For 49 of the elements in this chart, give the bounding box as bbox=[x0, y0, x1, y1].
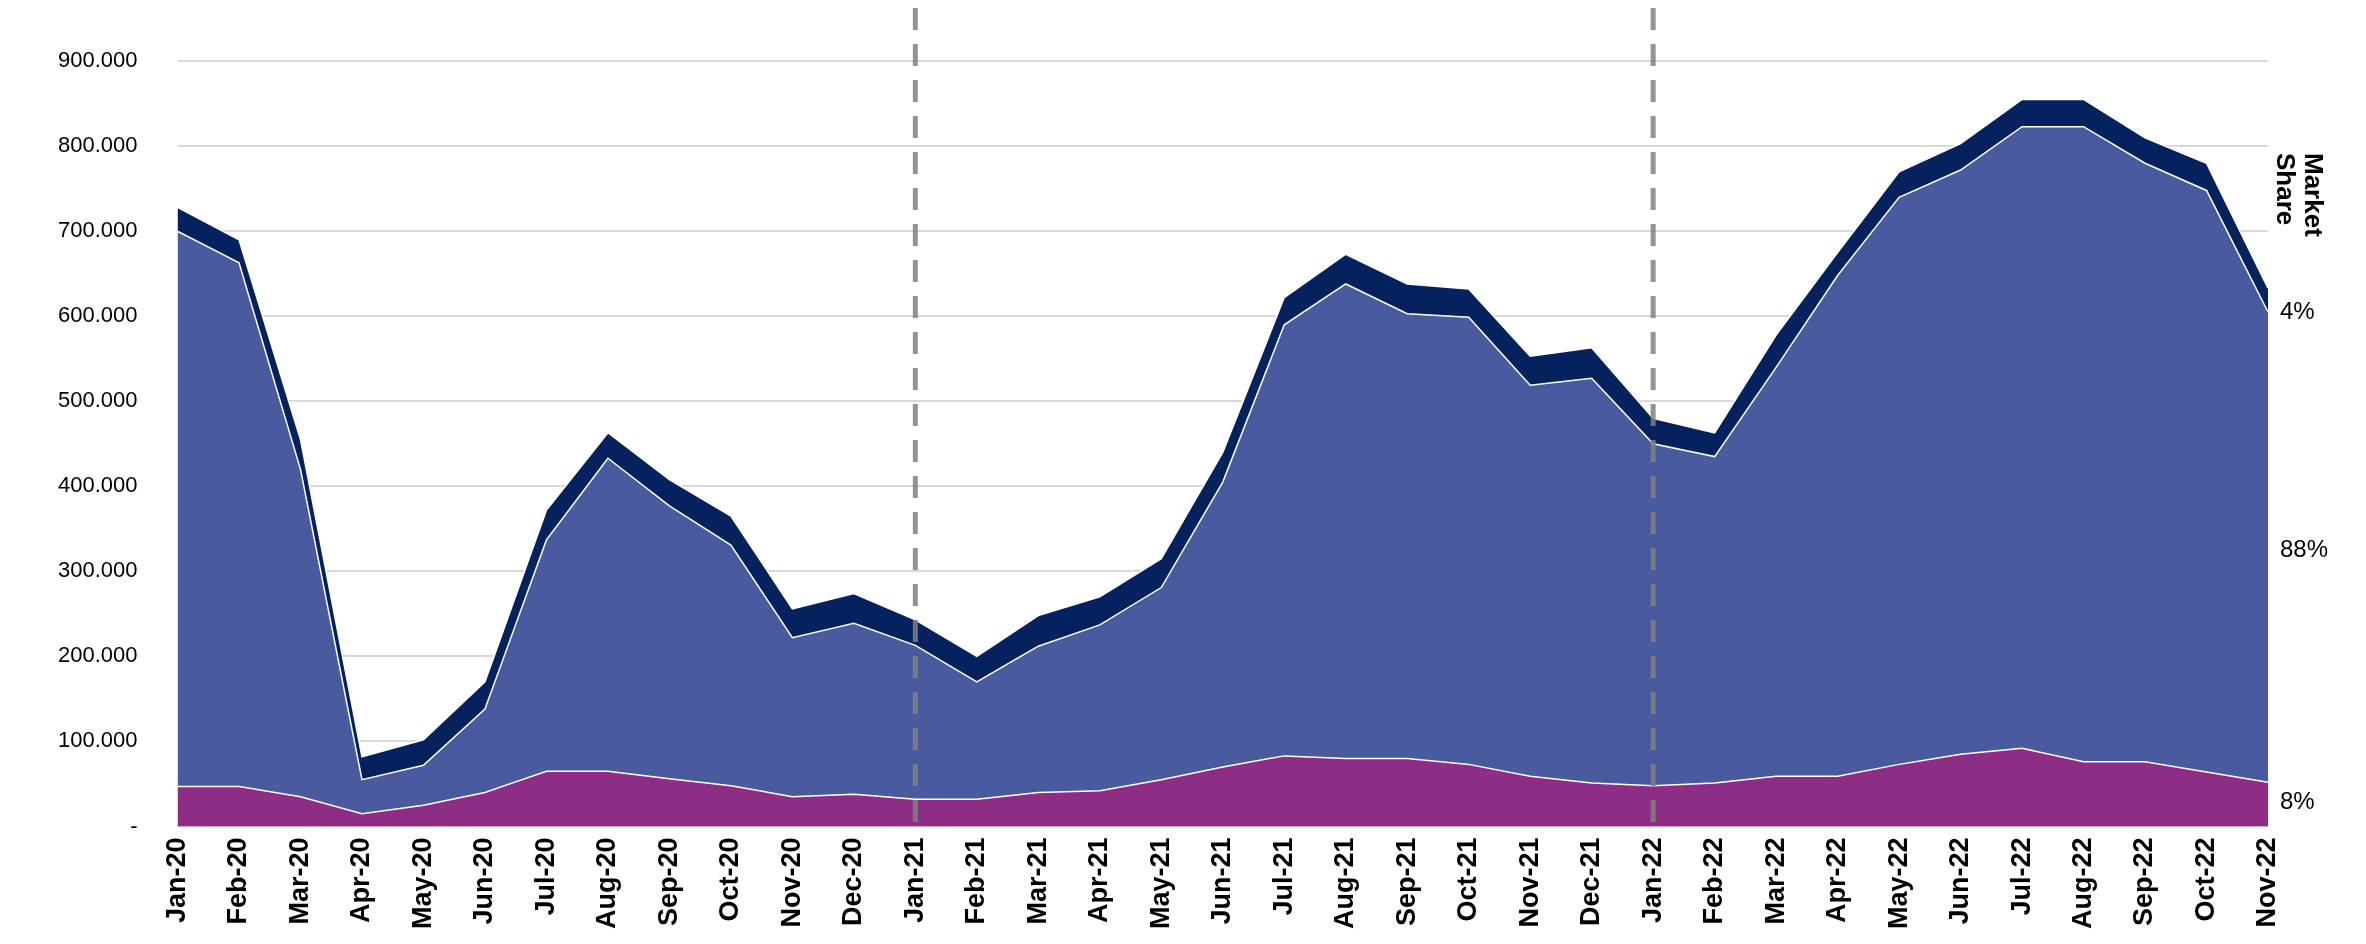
x-tick-label: Nov-20 bbox=[775, 837, 806, 928]
y-tick-label: 800.000 bbox=[57, 132, 138, 158]
x-tick-label: Apr-20 bbox=[345, 837, 376, 923]
x-tick-label: Nov-21 bbox=[1513, 837, 1544, 928]
x-tick-label: May-21 bbox=[1144, 837, 1175, 929]
x-tick-label: Jul-22 bbox=[2005, 837, 2036, 916]
x-tick-label: Nov-22 bbox=[2251, 837, 2282, 928]
x-tick-label: Oct-22 bbox=[2189, 837, 2220, 922]
x-tick-label: Aug-21 bbox=[1329, 837, 1360, 929]
x-tick-label: Dec-21 bbox=[1575, 837, 1606, 927]
y-tick-label: 300.000 bbox=[57, 557, 138, 583]
text: Market Share bbox=[2270, 153, 2329, 238]
x-tick-label: May-22 bbox=[1882, 837, 1913, 929]
y-tick-label: 600.000 bbox=[57, 302, 138, 328]
y-tick-label: 100.000 bbox=[57, 727, 138, 753]
annotation: 88% bbox=[2280, 534, 2329, 562]
x-tick-label: Feb-21 bbox=[960, 837, 991, 925]
x-tick-label: Mar-21 bbox=[1021, 837, 1052, 925]
x-tick-label: Dec-20 bbox=[837, 837, 868, 927]
x-tick-label: Oct-21 bbox=[1452, 837, 1483, 922]
y-tick-label: 500.000 bbox=[57, 387, 138, 413]
x-tick-label: Oct-20 bbox=[714, 837, 745, 922]
x-tick-label: Apr-21 bbox=[1083, 837, 1114, 923]
x-tick-label: Jun-22 bbox=[1944, 837, 1975, 925]
x-tick-label: Sep-21 bbox=[1390, 837, 1421, 926]
y-tick-label: 400.000 bbox=[57, 472, 138, 498]
x-tick-label: Jan-20 bbox=[160, 837, 191, 924]
x-tick-label: Mar-22 bbox=[1759, 837, 1790, 925]
x-tick-label: Mar-20 bbox=[283, 837, 314, 925]
x-tick-label: Feb-22 bbox=[1698, 837, 1729, 925]
x-tick-label: Aug-22 bbox=[2067, 837, 2097, 929]
y-tick-label: 700.000 bbox=[57, 217, 138, 243]
annotation: 4% bbox=[2280, 296, 2315, 324]
x-tick-label: Jun-21 bbox=[1206, 837, 1237, 925]
x-tick-label: Sep-20 bbox=[652, 837, 683, 926]
y-tick-label: 200.000 bbox=[57, 642, 138, 668]
annotation: 8% bbox=[2280, 787, 2315, 815]
x-tick-label: Jul-20 bbox=[529, 837, 560, 916]
x-tick-label: Jul-21 bbox=[1267, 837, 1298, 916]
x-tick-label: Apr-22 bbox=[1821, 837, 1852, 923]
y-tick-label: 900.000 bbox=[57, 47, 138, 73]
x-tick-label: Aug-20 bbox=[591, 837, 622, 929]
x-tick-label: Jan-21 bbox=[898, 837, 929, 924]
x-tick-label: Sep-22 bbox=[2128, 837, 2159, 926]
x-tick-label: Jun-20 bbox=[468, 837, 499, 925]
x-tick-label: May-20 bbox=[406, 837, 437, 929]
y-tick-label: - bbox=[130, 812, 138, 838]
x-tick-label: Jan-22 bbox=[1636, 837, 1667, 924]
x-tick-label: Feb-20 bbox=[222, 837, 253, 925]
